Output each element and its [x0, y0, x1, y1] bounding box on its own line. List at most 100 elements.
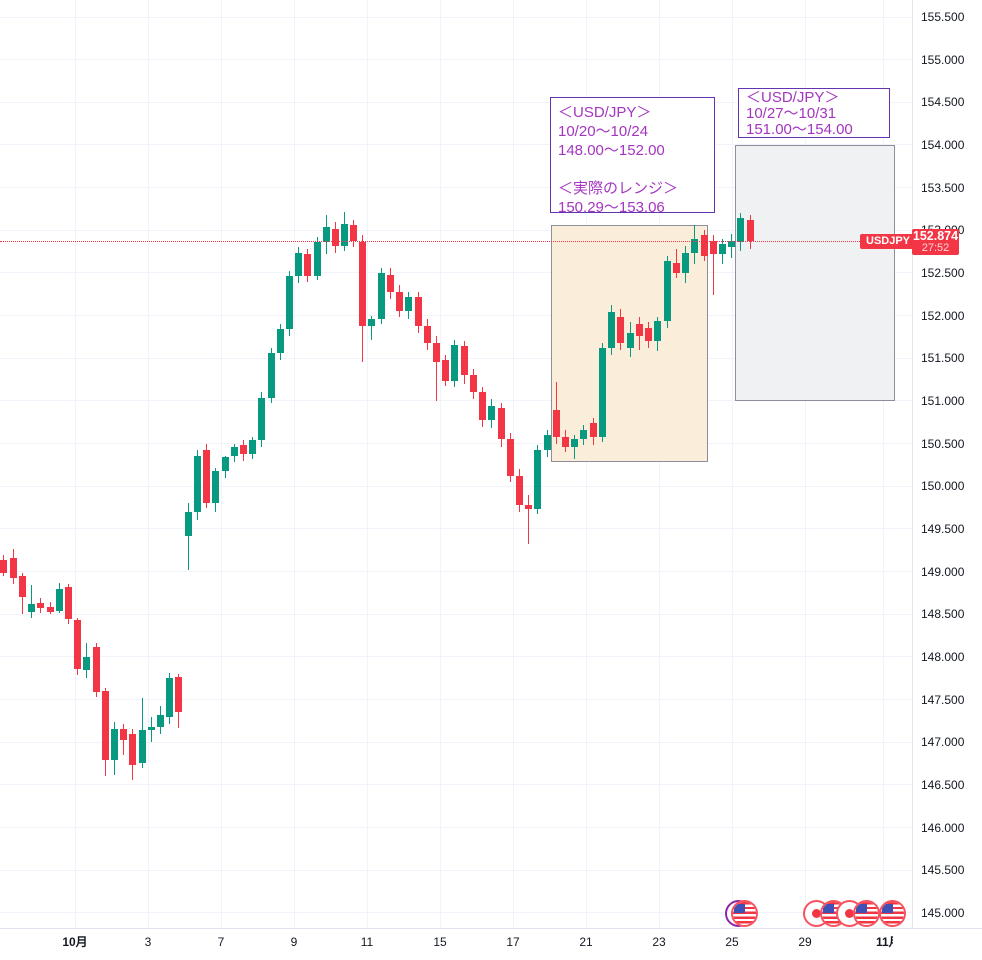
candle-body: [211, 470, 219, 504]
candle-body: [727, 240, 735, 248]
us-flag-icon: [731, 900, 758, 927]
grid-line-horizontal: [0, 229, 912, 231]
time-axis-label: 21: [579, 935, 593, 949]
price-axis-label: 145.500: [921, 863, 965, 878]
price-axis-label: 147.000: [921, 735, 965, 750]
candle-body: [460, 346, 468, 376]
candle-body: [469, 375, 477, 393]
candle-body: [55, 588, 63, 611]
price-axis[interactable]: 155.500155.000154.500154.000153.500153.0…: [912, 0, 982, 928]
grid-line-horizontal: [0, 912, 912, 914]
grid-line-horizontal: [0, 16, 912, 18]
candle-body: [746, 220, 754, 242]
candle-body: [285, 276, 293, 330]
candle-body: [423, 325, 431, 343]
price-axis-label: 154.000: [921, 137, 965, 152]
price-axis-label: 152.500: [921, 265, 965, 280]
grid-line-vertical: [659, 0, 660, 928]
candle-body: [193, 455, 201, 512]
time-axis-label: 17: [506, 935, 520, 949]
candle-body: [681, 252, 689, 273]
candle-body: [497, 407, 505, 440]
us-flag-canton: [882, 904, 893, 913]
grid-line-horizontal: [0, 187, 912, 189]
candle-wick: [435, 336, 437, 401]
candle-body: [626, 332, 634, 349]
economic-event-icon-us-flag[interactable]: [879, 900, 906, 927]
candle-body: [644, 327, 652, 342]
economic-event-icon-us-flag[interactable]: [853, 900, 880, 927]
price-axis-label: 154.500: [921, 95, 965, 110]
grid-line-horizontal: [0, 699, 912, 701]
grid-line-horizontal: [0, 827, 912, 829]
bar-countdown: 27:52: [921, 242, 950, 255]
candle-body: [36, 603, 44, 609]
candle-body: [82, 656, 90, 670]
candle-body: [138, 730, 146, 763]
price-axis-label: 149.500: [921, 521, 965, 536]
annotation-line: [558, 160, 707, 179]
annotation-line: ＜実際のレンジ＞: [558, 180, 679, 197]
candle-body: [404, 296, 412, 311]
candle-body: [736, 218, 744, 243]
grid-line-horizontal: [0, 869, 912, 871]
candle-body: [653, 320, 661, 342]
price-axis-label: 147.500: [921, 692, 965, 707]
candle-body: [221, 457, 229, 471]
grid-line-horizontal: [0, 784, 912, 786]
candle-body: [700, 235, 708, 256]
grid-line-vertical: [148, 0, 149, 928]
economic-event-icon-us-flag[interactable]: [725, 900, 758, 927]
candle-body: [524, 505, 532, 509]
grid-line-horizontal: [0, 528, 912, 530]
grid-line-vertical: [440, 0, 441, 928]
us-flag-canton: [823, 904, 834, 913]
grid-line-horizontal: [0, 272, 912, 274]
price-axis-label: 151.000: [921, 393, 965, 408]
chart-plot-area[interactable]: ＜USD/JPY＞ 10/20～10/24 148.00～152.00 ＜実際の…: [0, 0, 912, 928]
us-flag-canton: [856, 904, 867, 913]
time-axis-label: 11月: [876, 935, 893, 949]
grid-line-horizontal: [0, 400, 912, 402]
candle-body: [533, 450, 541, 509]
candle-body: [718, 243, 726, 255]
candle-body: [303, 254, 311, 276]
candle-body: [478, 392, 486, 420]
candle-wick: [712, 235, 714, 296]
candle-body: [432, 342, 440, 362]
candle-body: [386, 274, 394, 292]
candle-body: [395, 291, 403, 311]
candle-body: [313, 242, 321, 276]
symbol-price-tag: USDJPY: [860, 234, 917, 250]
grid-line-vertical: [586, 0, 587, 928]
candle-body: [257, 397, 265, 441]
us-flag-icon: [879, 900, 906, 927]
time-axis[interactable]: 10月 3 7 9 11 15 17 21 23 25 29 11月: [0, 928, 982, 960]
candle-body: [598, 348, 606, 437]
candle-body: [690, 238, 698, 253]
candle-body: [101, 691, 109, 761]
grid-line-vertical: [294, 0, 295, 928]
candle-body: [276, 329, 284, 354]
candle-body: [589, 423, 597, 437]
grid-line-vertical: [732, 0, 733, 928]
candle-wick: [370, 315, 372, 340]
candle-body: [46, 606, 54, 612]
grid-line-vertical: [805, 0, 806, 928]
current-price-label: 152.874 27:52: [912, 229, 959, 256]
candle-wick: [527, 494, 529, 545]
annotation-box-week2[interactable]: ＜USD/JPY＞ 10/27～10/31 151.00～154.00: [738, 88, 890, 138]
candle-body: [340, 223, 348, 246]
candle-body: [515, 476, 523, 506]
candle-body: [248, 440, 256, 454]
candle-body: [18, 575, 26, 598]
candle-body: [64, 587, 72, 620]
grid-line-horizontal: [0, 101, 912, 103]
candle-wick: [30, 585, 32, 618]
candle-body: [579, 430, 587, 439]
price-axis-label: 150.500: [921, 436, 965, 451]
grid-line-horizontal: [0, 741, 912, 743]
annotation-box-week1[interactable]: ＜USD/JPY＞ 10/20～10/24 148.00～152.00 ＜実際の…: [550, 97, 715, 216]
forecast-range-box[interactable]: [735, 144, 895, 401]
time-axis-label: 25: [725, 935, 739, 949]
